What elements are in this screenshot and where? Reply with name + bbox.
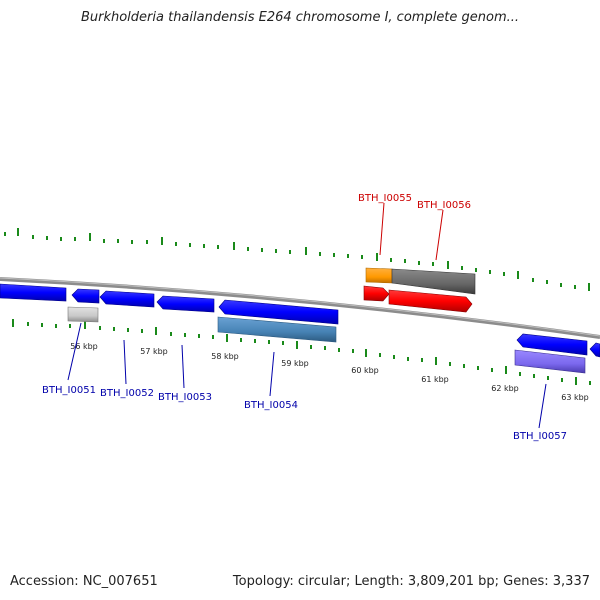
gene-feature-gray[interactable] xyxy=(391,268,476,295)
forward-gene-track xyxy=(363,267,476,313)
scale-label: 57 kbp xyxy=(140,347,168,356)
scale-label: 56 kbp xyxy=(70,342,98,351)
gene-label-reverse[interactable]: BTH_I0054 xyxy=(244,400,298,411)
scale-label: 60 kbp xyxy=(351,366,379,375)
reverse-cds-arrow[interactable] xyxy=(0,283,67,302)
forward-gene-labels: BTH_I0055 BTH_I0056 xyxy=(358,193,471,261)
reverse-cds-arrow[interactable] xyxy=(516,333,588,356)
gene-label-forward[interactable]: BTH_I0055 xyxy=(358,193,412,204)
label-leader xyxy=(123,339,127,385)
label-leader xyxy=(67,322,82,381)
map-title: Burkholderia thailandensis E264 chromoso… xyxy=(80,10,520,25)
label-leader xyxy=(538,383,547,429)
reverse-cds-arrow[interactable] xyxy=(218,299,339,325)
scale-label: 59 kbp xyxy=(281,359,309,368)
forward-cds-arrow[interactable] xyxy=(363,285,390,302)
label-leader xyxy=(379,202,385,256)
genome-summary-text: Topology: circular; Length: 3,809,201 bp… xyxy=(232,574,590,589)
lower-tick-row xyxy=(12,319,591,385)
gene-feature-steelblue[interactable] xyxy=(217,316,337,343)
genome-backbone xyxy=(0,277,600,339)
scale-label: 62 kbp xyxy=(491,384,519,393)
gene-feature-slateblue[interactable] xyxy=(514,349,586,374)
scale-label: 61 kbp xyxy=(421,375,449,384)
reverse-cds-arrow[interactable] xyxy=(156,295,215,313)
reverse-cds-arrow[interactable] xyxy=(99,290,155,308)
label-leader xyxy=(435,209,444,261)
scale-label: 58 kbp xyxy=(211,352,239,361)
reverse-gene-track xyxy=(67,306,586,374)
gene-label-reverse[interactable]: BTH_I0052 xyxy=(100,388,154,399)
gene-feature-light[interactable] xyxy=(67,306,99,323)
reverse-gene-labels: BTH_I0051 BTH_I0052 BTH_I0053 BTH_I0054 … xyxy=(42,322,567,442)
label-leader xyxy=(269,351,275,397)
reverse-cds-arrow[interactable] xyxy=(589,342,600,358)
gene-label-reverse[interactable]: BTH_I0057 xyxy=(513,431,567,442)
reverse-cds-arrow[interactable] xyxy=(71,288,100,304)
gene-label-reverse[interactable]: BTH_I0053 xyxy=(158,392,212,403)
label-leader xyxy=(181,344,185,389)
gene-feature-orange[interactable] xyxy=(365,267,393,284)
accession-text: Accession: NC_007651 xyxy=(10,574,158,589)
gene-label-reverse[interactable]: BTH_I0051 xyxy=(42,385,96,396)
genome-backbone-highlight xyxy=(0,277,600,337)
scale-label: 63 kbp xyxy=(561,393,589,402)
gene-label-forward[interactable]: BTH_I0056 xyxy=(417,200,471,211)
upper-tick-row xyxy=(4,228,590,291)
forward-cds-arrow[interactable] xyxy=(388,289,473,313)
reverse-cds-track xyxy=(0,283,600,358)
